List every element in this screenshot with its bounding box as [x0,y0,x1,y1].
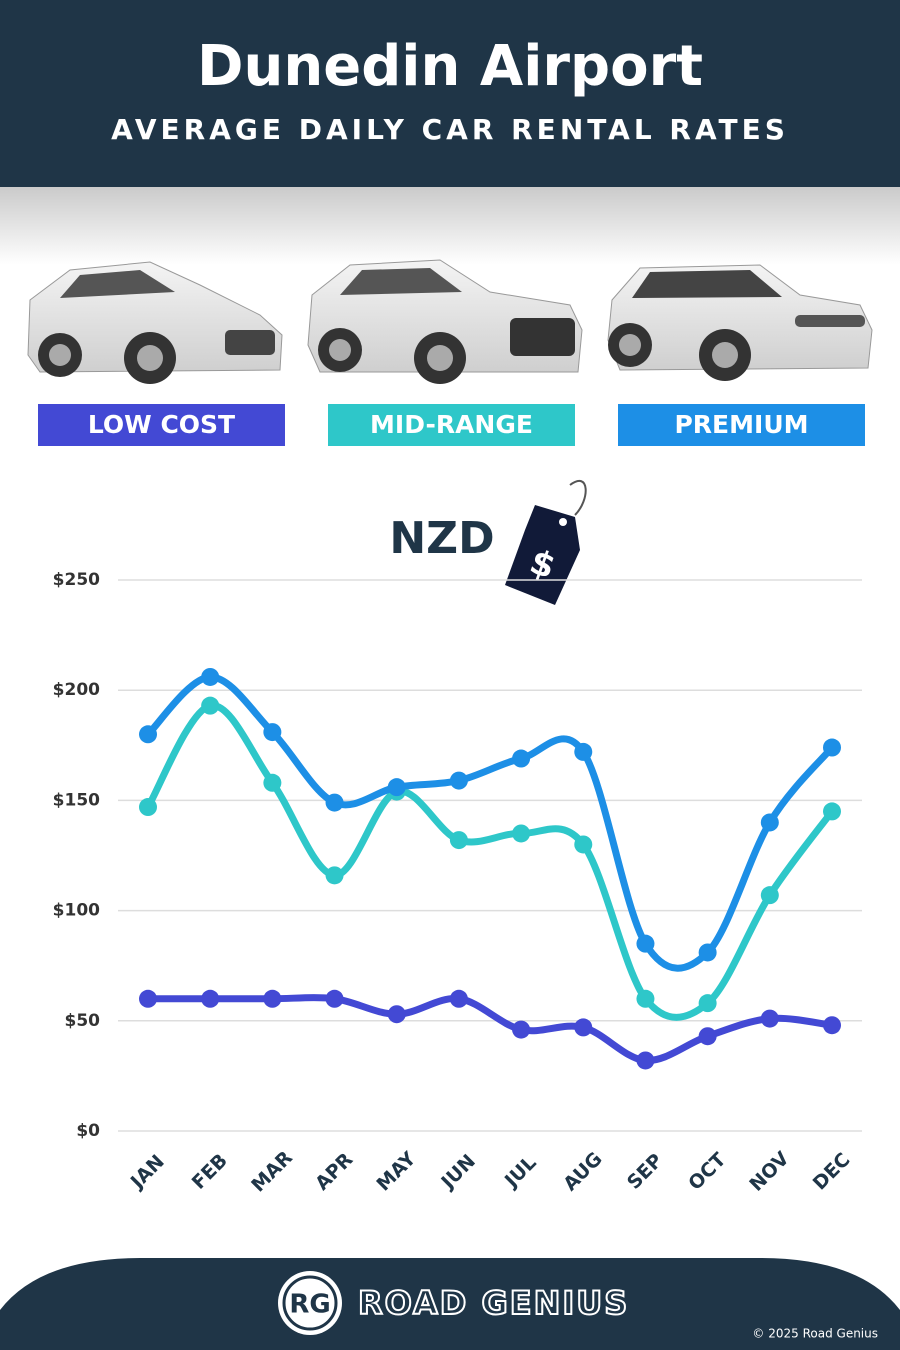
y-tick-label: $150 [53,790,100,810]
series-line [144,994,836,1064]
data-point [139,989,157,1008]
copyright: © 2025 Road Genius [752,1327,878,1341]
header-shadow [0,185,900,265]
logo-ring [282,1275,338,1331]
logo-circle [278,1271,342,1335]
data-point [760,1009,779,1028]
footer [0,1258,900,1350]
data-point [201,667,220,686]
car-mid-range [307,259,583,384]
car-low-cost [27,261,283,384]
data-point [698,1027,717,1046]
data-point [823,738,841,757]
header [0,0,900,187]
data-point [574,1018,593,1037]
brand: ROAD GENIUS [358,1284,629,1322]
data-point [698,994,717,1013]
x-tick-label: NOV [745,1147,793,1195]
x-tick-label: MAY [372,1148,420,1196]
data-point [263,989,282,1008]
data-point [387,778,406,797]
data-point [760,813,779,832]
data-point [512,824,531,843]
legend-box [38,404,285,446]
data-point [325,793,344,812]
x-tick-label: OCT [684,1149,730,1195]
data-point [760,886,779,905]
data-point [263,773,282,792]
data-point [387,1005,406,1024]
data-point [512,749,531,768]
data-point [698,943,717,962]
data-point [449,831,468,850]
data-point [139,725,157,744]
data-point [636,934,655,953]
data-point [325,989,344,1008]
y-tick-label: $100 [53,901,100,921]
y-tick-label: $200 [53,680,100,700]
x-tick-label: FEB [188,1150,232,1194]
currency-label: NZD [389,513,494,564]
y-tick-label: $0 [76,1121,100,1141]
chart-subtitle: AVERAGE DAILY CAR RENTAL RATES [111,113,789,146]
x-tick-label: SEP [623,1149,667,1193]
legend-box [618,404,865,446]
x-tick-label: MAR [247,1147,297,1197]
x-tick-label: DEC [809,1149,855,1195]
legend-label: PREMIUM [674,410,808,439]
data-point [823,1016,841,1035]
data-point [449,989,468,1008]
x-tick-label: JUL [499,1152,540,1193]
data-point [139,798,157,817]
data-point [574,835,593,854]
logo-text: RG [289,1290,330,1320]
y-tick-label: $250 [53,570,100,590]
data-point [636,1051,655,1070]
x-tick-label: JUN [436,1150,480,1194]
data-point [512,1020,531,1039]
series-line [144,702,836,1021]
data-point [263,723,282,742]
data-point [201,696,220,715]
data-point [574,742,593,761]
data-point [449,771,468,790]
data-point [636,989,655,1008]
y-tick-label: $50 [65,1011,101,1031]
legend-label: LOW COST [88,410,235,439]
data-point [325,866,344,885]
data-point [823,802,841,821]
x-tick-label: APR [311,1148,357,1194]
legend-box [328,404,575,446]
car-premium [607,264,873,381]
x-tick-label: AUG [559,1148,606,1195]
data-point [201,989,220,1008]
x-tick-label: JAN [125,1151,169,1195]
legend-label: MID-RANGE [370,410,533,439]
series-line [144,673,836,972]
chart-title: Dunedin Airport [197,34,703,99]
